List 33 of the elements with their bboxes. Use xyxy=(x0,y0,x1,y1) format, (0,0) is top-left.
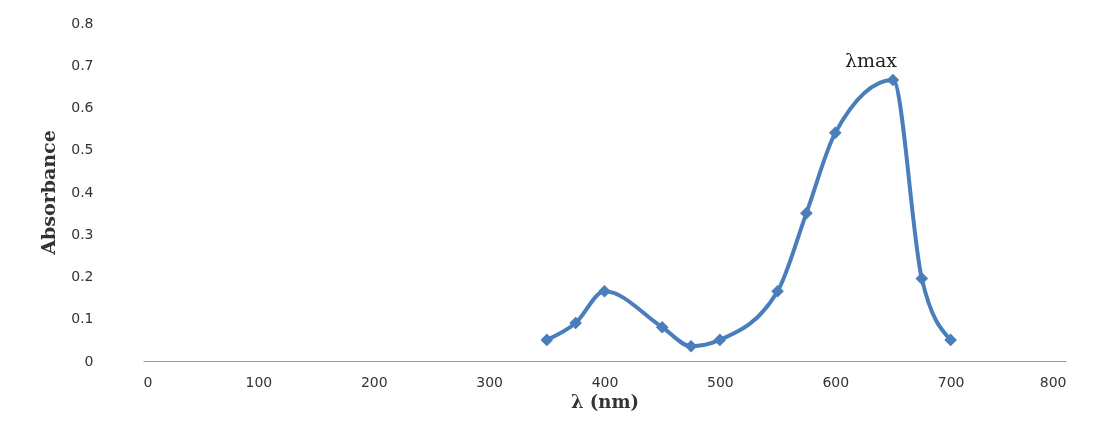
point xyxy=(944,333,957,347)
x-tick-label: 800 xyxy=(1039,373,1067,390)
y-tick-label: 0.2 xyxy=(71,268,94,284)
point xyxy=(655,320,669,334)
y-tick-label: 0.4 xyxy=(71,183,94,200)
y-tick-label: 0.7 xyxy=(71,56,94,73)
x-tick-label: 200 xyxy=(360,373,388,390)
point xyxy=(828,126,842,140)
x-tick-label: 0 xyxy=(143,373,153,390)
point xyxy=(713,333,727,347)
y-tick-label: 0.5 xyxy=(71,141,94,158)
x-axis-title: λ (nm) xyxy=(570,390,640,412)
x-tick-label: 500 xyxy=(707,373,734,390)
y-tick-label: 0 xyxy=(84,352,94,369)
x-tick-label: 400 xyxy=(591,373,619,390)
y-tick-label: 0.1 xyxy=(71,310,94,327)
point xyxy=(886,73,900,87)
x-tick-label: 300 xyxy=(476,373,503,390)
y-axis-title: Absorbance xyxy=(37,130,60,256)
x-tick-label: 700 xyxy=(937,373,965,390)
point xyxy=(800,206,813,220)
annotation: λmax xyxy=(844,49,898,71)
point xyxy=(540,333,554,347)
x-tick-label: 100 xyxy=(245,373,273,390)
point xyxy=(569,316,582,330)
point xyxy=(598,284,611,298)
x-tick-label: 600 xyxy=(822,373,850,390)
y-tick-label: 0.6 xyxy=(71,99,94,115)
point xyxy=(684,339,698,353)
y-tick-label: 0.3 xyxy=(71,225,94,242)
point xyxy=(771,284,784,298)
y-tick-label: 0.8 xyxy=(71,14,94,31)
point xyxy=(915,272,929,285)
